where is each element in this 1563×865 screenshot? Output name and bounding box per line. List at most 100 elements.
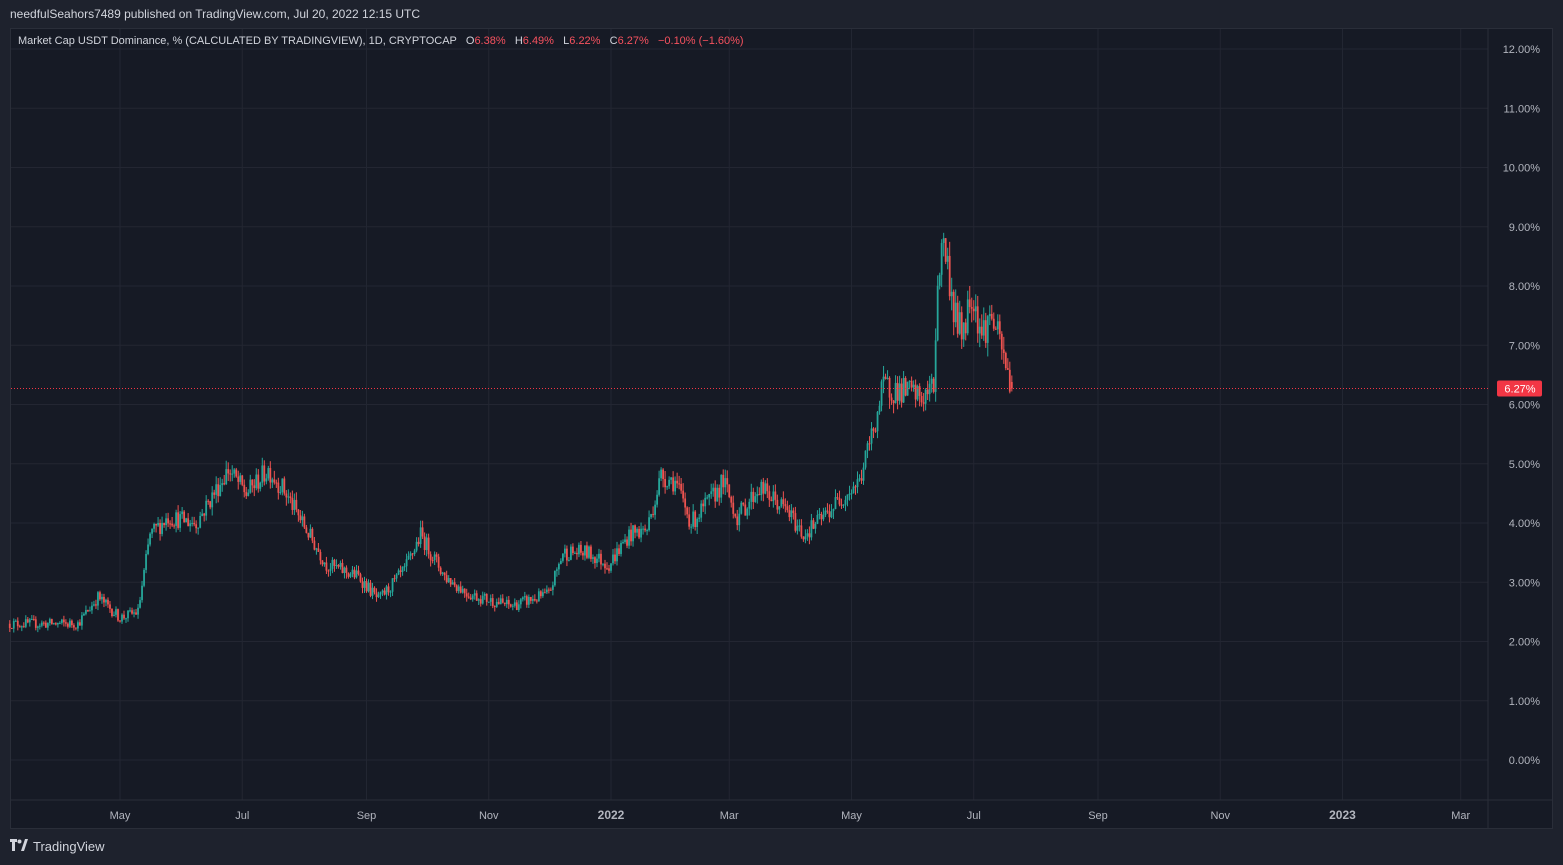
candle xyxy=(1004,351,1007,371)
y-tick-label: 4.00% xyxy=(1509,518,1540,530)
candle xyxy=(806,529,809,541)
candle xyxy=(119,620,121,623)
candle xyxy=(389,590,392,598)
y-tick-label: 3.00% xyxy=(1509,577,1540,589)
y-tick-label: 10.00% xyxy=(1503,163,1541,175)
candle xyxy=(986,315,989,357)
candle xyxy=(367,579,370,593)
brand-name[interactable]: TradingView xyxy=(33,839,105,854)
open-value: 6.38% xyxy=(474,35,506,47)
candle xyxy=(900,378,903,408)
candle xyxy=(732,495,735,519)
candle xyxy=(73,623,75,631)
candle xyxy=(321,560,324,567)
candle xyxy=(766,478,769,499)
candle xyxy=(173,523,176,529)
y-tick-label: 8.00% xyxy=(1509,281,1540,293)
candle xyxy=(349,572,352,579)
candle xyxy=(826,503,829,514)
candle xyxy=(103,593,105,608)
candle xyxy=(574,551,576,554)
candle xyxy=(46,622,49,631)
candle xyxy=(818,507,821,520)
candle xyxy=(421,520,424,539)
candle xyxy=(668,476,671,489)
publish-info: needfulSeahors7489 published on TradingV… xyxy=(10,7,421,21)
candle xyxy=(962,322,965,347)
candle xyxy=(894,375,897,404)
candle xyxy=(523,591,526,601)
candle xyxy=(678,475,681,490)
candle xyxy=(712,483,715,497)
candle xyxy=(706,494,709,500)
x-tick-label: Mar xyxy=(1451,810,1470,822)
candle xyxy=(225,460,228,485)
candle xyxy=(493,605,496,612)
candle xyxy=(195,520,198,534)
candle xyxy=(958,300,961,336)
candle xyxy=(968,285,971,314)
candle xyxy=(183,510,186,523)
candle xyxy=(385,584,388,600)
candle xyxy=(904,376,907,397)
candle xyxy=(307,532,310,541)
candle xyxy=(1008,361,1011,394)
candle xyxy=(93,600,95,607)
candle xyxy=(507,595,510,609)
candle xyxy=(954,289,957,328)
candle xyxy=(431,556,434,564)
candle xyxy=(952,289,955,336)
candle xyxy=(151,528,153,539)
candle xyxy=(932,376,935,394)
candle xyxy=(257,469,260,493)
candle xyxy=(606,562,608,571)
candle xyxy=(770,496,773,502)
candle xyxy=(752,487,755,509)
candle xyxy=(754,492,757,503)
candle xyxy=(261,457,264,487)
candle xyxy=(582,550,584,560)
candle xyxy=(293,493,296,516)
candle xyxy=(335,559,338,569)
x-tick-label: 2023 xyxy=(1329,808,1356,822)
candle xyxy=(477,598,480,606)
candle xyxy=(838,490,841,507)
candle xyxy=(405,553,408,572)
candle xyxy=(347,572,350,579)
tradingview-logo-icon[interactable] xyxy=(10,839,28,854)
candle xyxy=(572,543,574,556)
candle xyxy=(491,593,494,609)
candle xyxy=(858,474,861,482)
candle xyxy=(58,621,61,625)
candle xyxy=(586,541,588,560)
candle xyxy=(786,500,789,513)
candle xyxy=(686,506,689,519)
candle xyxy=(289,492,292,504)
candle xyxy=(638,526,640,540)
candle xyxy=(802,536,805,542)
candle xyxy=(60,618,63,625)
candle xyxy=(185,517,188,523)
candle xyxy=(135,609,137,615)
candle xyxy=(245,486,248,499)
candle xyxy=(836,493,839,500)
candle xyxy=(688,507,691,530)
chart-area[interactable] xyxy=(10,28,1553,829)
candle xyxy=(281,478,284,496)
y-tick-label: 1.00% xyxy=(1509,696,1540,708)
y-tick-label: 5.00% xyxy=(1509,459,1540,471)
candle xyxy=(588,545,590,560)
candle xyxy=(652,506,654,518)
candle xyxy=(511,603,514,611)
candle xyxy=(541,588,544,598)
candle xyxy=(97,591,99,611)
candle xyxy=(34,616,37,631)
candle xyxy=(886,370,889,380)
candle xyxy=(539,590,542,599)
candle xyxy=(976,295,979,343)
candle xyxy=(445,570,448,584)
candle xyxy=(740,500,743,515)
last-price-badge xyxy=(1497,380,1542,397)
candle xyxy=(664,470,667,494)
